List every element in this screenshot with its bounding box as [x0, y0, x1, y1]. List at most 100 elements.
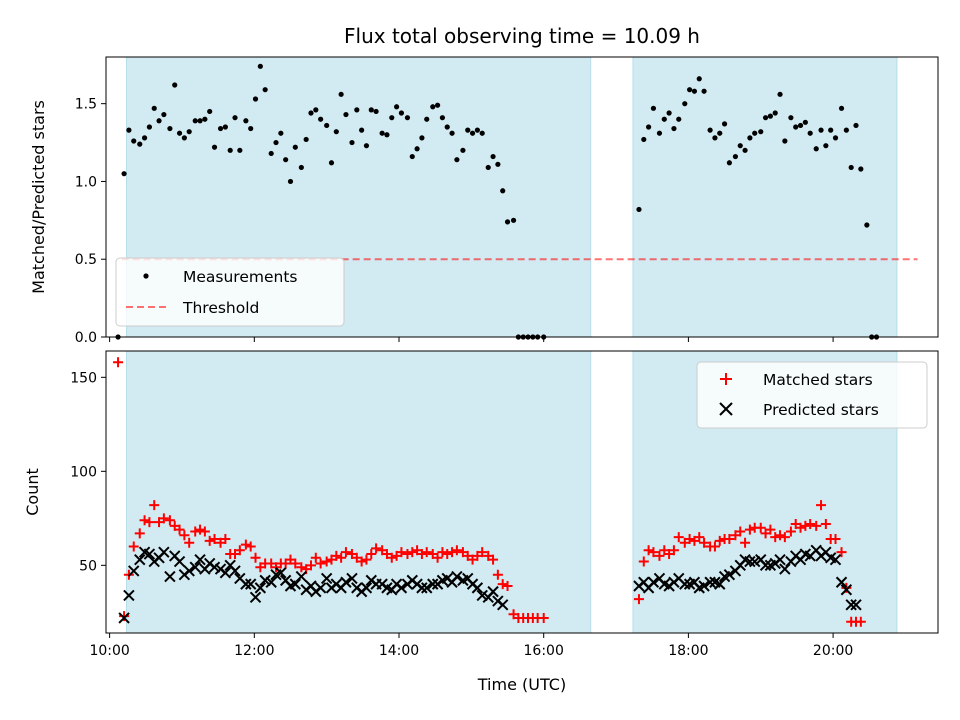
matched-point-57 [402, 549, 413, 560]
legend-matched-marker [720, 373, 732, 385]
predicted-point-90 [704, 576, 716, 588]
predicted-point-92 [714, 578, 726, 590]
predicted-point-79 [647, 576, 660, 588]
measurement-point-124 [832, 135, 839, 141]
measurement-point-112 [772, 110, 778, 116]
measurement-point-104 [732, 153, 739, 160]
measurement-point-10 [167, 125, 173, 132]
measurement-point-35 [292, 144, 298, 150]
measurement-point-92 [671, 125, 677, 132]
matched-point-125 [836, 547, 847, 558]
measurement-point-51 [373, 108, 379, 115]
matched-point-124 [830, 534, 841, 544]
matched-point-126 [841, 582, 852, 593]
measurement-point-85 [636, 206, 642, 213]
measurement-point-13 [181, 135, 187, 141]
measurement-point-3 [131, 138, 137, 144]
measurement-point-78 [510, 217, 517, 223]
predicted-point-55 [395, 582, 408, 594]
measurement-point-109 [758, 129, 764, 135]
predicted-point-119 [850, 599, 862, 611]
matched-point-49 [361, 554, 372, 565]
measurement-point-22 [227, 147, 233, 153]
measurement-point-42 [328, 160, 335, 166]
measurement-point-62 [430, 104, 436, 110]
measurement-point-74 [490, 153, 496, 160]
bottom-xtick-label-3: 16:00 [524, 643, 564, 659]
measurement-point-91 [666, 110, 672, 116]
matched-point-129 [855, 616, 866, 627]
matched-point-21 [220, 534, 231, 544]
measurement-point-71 [474, 127, 480, 133]
matched-point-93 [673, 532, 684, 543]
measurement-point-67 [454, 157, 460, 163]
matched-point-84 [538, 612, 549, 623]
matched-point-45 [340, 547, 351, 558]
measurement-point-39 [313, 107, 319, 113]
bottom-legend: Matched stars Predicted stars [696, 361, 928, 429]
legend-threshold-label: Threshold [182, 299, 259, 317]
matched-point-4 [134, 528, 145, 539]
predicted-point-75 [496, 599, 509, 611]
matched-point-63 [432, 552, 443, 563]
legend-measurements-marker [143, 273, 149, 279]
measurement-point-4 [137, 141, 143, 147]
bottom-xtick-label-0: 10:00 [89, 643, 129, 659]
measurement-point-66 [449, 130, 455, 136]
matched-point-114 [779, 532, 790, 543]
predicted-point-14 [189, 561, 201, 573]
matched-point-101 [714, 535, 725, 546]
measurement-point-2 [126, 127, 132, 133]
measurement-point-100 [712, 135, 718, 141]
measurement-point-75 [495, 161, 501, 167]
measurement-point-126 [843, 127, 849, 133]
measurement-point-1 [121, 171, 127, 177]
measurement-point-20 [217, 125, 224, 132]
measurement-point-48 [359, 127, 365, 133]
measurement-point-50 [368, 107, 374, 113]
top-ytick-label-2: 1.0 [75, 174, 97, 190]
measurement-point-53 [384, 132, 390, 138]
matched-point-50 [366, 549, 377, 560]
matched-point-117 [795, 522, 806, 533]
measurement-point-29 [262, 87, 268, 93]
measurement-point-25 [243, 118, 249, 124]
measurement-point-106 [742, 147, 748, 153]
measurement-point-95 [687, 87, 693, 93]
predicted-point-70 [471, 582, 484, 594]
predicted-point-59 [416, 582, 428, 594]
predicted-point-117 [840, 584, 853, 596]
legend-predicted-marker [719, 402, 733, 416]
predicted-point-3 [134, 553, 146, 566]
measurement-point-72 [479, 130, 485, 136]
bottom-xtick-label-2: 14:00 [379, 643, 419, 659]
top-axes-frame [105, 56, 939, 338]
measurement-point-119 [807, 130, 813, 136]
measurement-point-114 [782, 138, 788, 144]
matched-point-66 [447, 547, 458, 558]
predicted-point-35 [295, 570, 308, 583]
predicted-point-1 [123, 589, 135, 602]
measurement-point-5 [141, 135, 148, 141]
matched-point-85 [633, 594, 644, 605]
measurement-point-34 [287, 178, 294, 185]
predicted-point-61 [427, 578, 439, 590]
predicted-point-11 [173, 555, 186, 568]
matched-point-44 [336, 552, 347, 563]
measurement-points [115, 63, 880, 340]
top-ytick-label-3: 1.5 [75, 97, 97, 113]
matched-point-86 [638, 556, 649, 567]
matched-point-24 [234, 545, 245, 556]
measurement-point-127 [848, 164, 854, 171]
predicted-point-26 [249, 591, 262, 603]
measurement-point-68 [460, 147, 466, 153]
legend-predicted-label: Predicted stars [763, 401, 879, 419]
measurement-point-8 [156, 118, 162, 124]
predicted-point-5 [143, 548, 156, 560]
predicted-point-39 [314, 582, 327, 594]
measurement-point-47 [354, 107, 360, 113]
matched-point-17 [199, 526, 210, 537]
measurement-point-41 [324, 122, 330, 129]
matched-point-35 [290, 558, 301, 569]
